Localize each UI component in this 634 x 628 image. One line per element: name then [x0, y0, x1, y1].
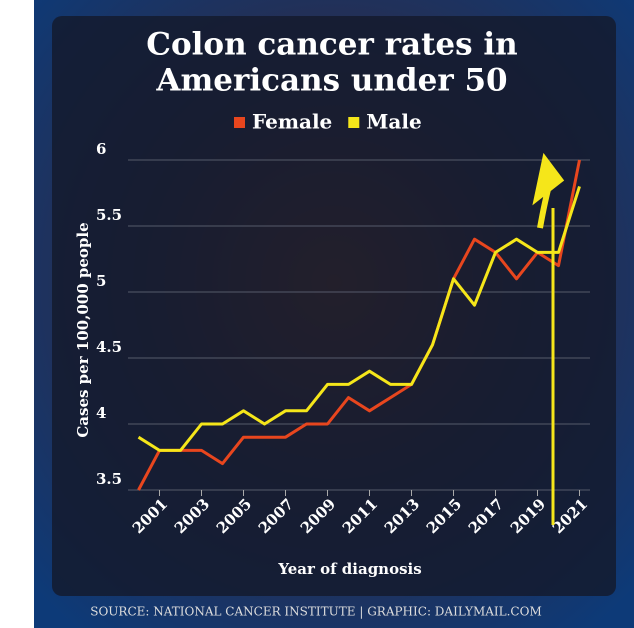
- y-tick-label: 5.5: [96, 206, 122, 224]
- y-tick-label: 4: [96, 404, 106, 422]
- y-tick-label: 6: [96, 140, 106, 158]
- y-axis-label: Cases per 100,000 people: [74, 222, 92, 437]
- x-axis-label: Year of diagnosis: [277, 560, 421, 578]
- chart-title: Colon cancer rates in: [146, 27, 517, 63]
- y-tick-label: 3.5: [96, 470, 122, 488]
- legend-swatch: [234, 117, 245, 128]
- legend-label: Female: [252, 110, 332, 134]
- legend-swatch: [348, 117, 360, 128]
- legend-label: Male: [366, 110, 421, 134]
- arrow: [532, 152, 565, 229]
- chart-title: Americans under 50: [155, 63, 507, 99]
- y-tick-label: 4.5: [96, 338, 122, 356]
- y-tick-label: 5: [96, 272, 106, 290]
- line: [137, 159, 581, 491]
- line: [137, 185, 581, 452]
- source: SOURCE: NATIONAL CANCER INSTITUTE | GRAP…: [90, 605, 541, 619]
